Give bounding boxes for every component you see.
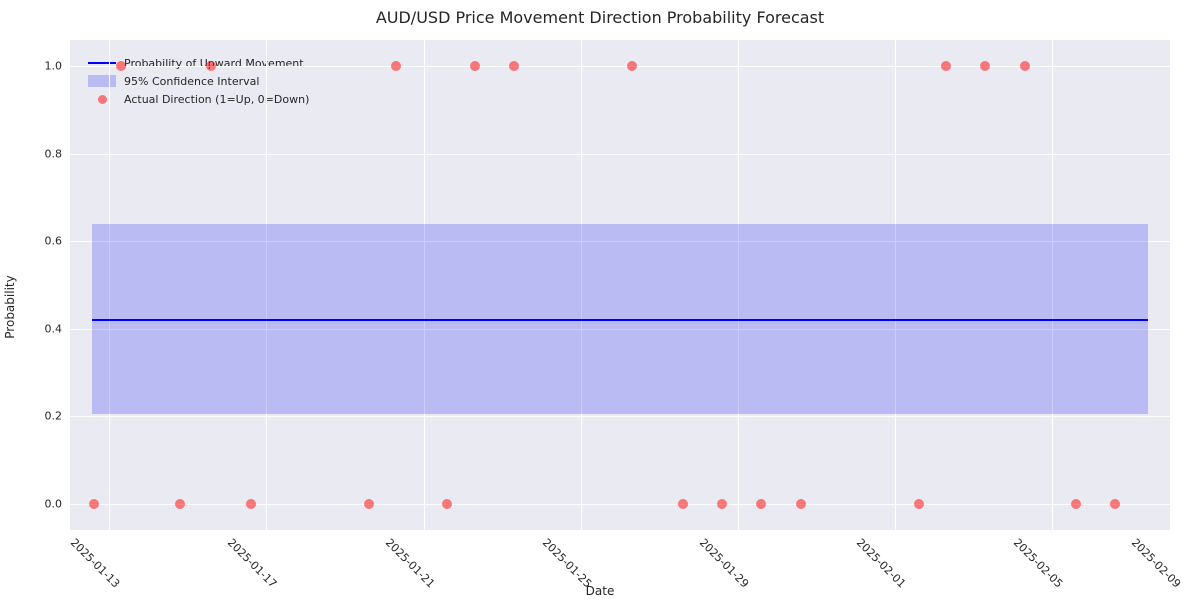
gridline-h <box>70 154 1170 155</box>
x-tick-label: 2025-02-05 <box>1011 536 1065 590</box>
actual-direction-point <box>442 499 452 509</box>
y-tick-label: 0.6 <box>45 235 63 248</box>
actual-direction-point <box>246 499 256 509</box>
chart-title: AUD/USD Price Movement Direction Probabi… <box>0 8 1200 27</box>
actual-direction-point <box>364 499 374 509</box>
x-tick-label: 2025-01-13 <box>68 536 122 590</box>
y-tick-label: 0.8 <box>45 147 63 160</box>
actual-direction-point <box>206 61 216 71</box>
x-tick-label: 2025-01-17 <box>225 536 279 590</box>
actual-direction-point <box>391 61 401 71</box>
actual-direction-point <box>756 499 766 509</box>
actual-direction-point <box>796 499 806 509</box>
gridline-v <box>1170 40 1171 530</box>
gridline-h <box>70 504 1170 505</box>
actual-direction-point <box>717 499 727 509</box>
x-tick-label: 2025-01-25 <box>540 536 594 590</box>
actual-direction-point <box>627 61 637 71</box>
legend-item-band: 95% Confidence Interval <box>88 72 309 90</box>
x-tick-label: 2025-02-01 <box>854 536 908 590</box>
band-swatch <box>88 75 116 87</box>
x-axis-label: Date <box>0 584 1200 598</box>
actual-direction-point <box>980 61 990 71</box>
line-swatch <box>88 62 116 64</box>
y-tick-label: 0.0 <box>45 497 63 510</box>
actual-direction-point <box>914 499 924 509</box>
actual-direction-point <box>678 499 688 509</box>
dot-swatch-wrap <box>88 95 116 104</box>
actual-direction-point <box>89 499 99 509</box>
y-axis-label: Probability <box>3 275 17 338</box>
legend-label: Actual Direction (1=Up, 0=Down) <box>124 93 309 106</box>
legend: Probability of Upward Movement 95% Confi… <box>82 50 315 112</box>
y-tick-label: 1.0 <box>45 60 63 73</box>
legend-item-dot: Actual Direction (1=Up, 0=Down) <box>88 90 309 108</box>
y-tick-label: 0.2 <box>45 410 63 423</box>
actual-direction-point <box>470 61 480 71</box>
x-tick-label: 2025-02-09 <box>1129 536 1183 590</box>
legend-label: 95% Confidence Interval <box>124 75 259 88</box>
actual-direction-point <box>1020 61 1030 71</box>
actual-direction-point <box>116 61 126 71</box>
gridline-h <box>70 66 1170 67</box>
x-tick-label: 2025-01-21 <box>382 536 436 590</box>
actual-direction-point <box>1071 499 1081 509</box>
x-tick-label: 2025-01-29 <box>697 536 751 590</box>
actual-direction-point <box>175 499 185 509</box>
gridline-h <box>70 416 1170 417</box>
actual-direction-point <box>509 61 519 71</box>
y-tick-label: 0.4 <box>45 322 63 335</box>
plot-area: Probability of Upward Movement 95% Confi… <box>70 40 1170 530</box>
forecast-chart: AUD/USD Price Movement Direction Probabi… <box>0 0 1200 600</box>
actual-direction-point <box>941 61 951 71</box>
probability-line <box>92 319 1148 321</box>
dot-swatch <box>98 95 107 104</box>
actual-direction-point <box>1110 499 1120 509</box>
